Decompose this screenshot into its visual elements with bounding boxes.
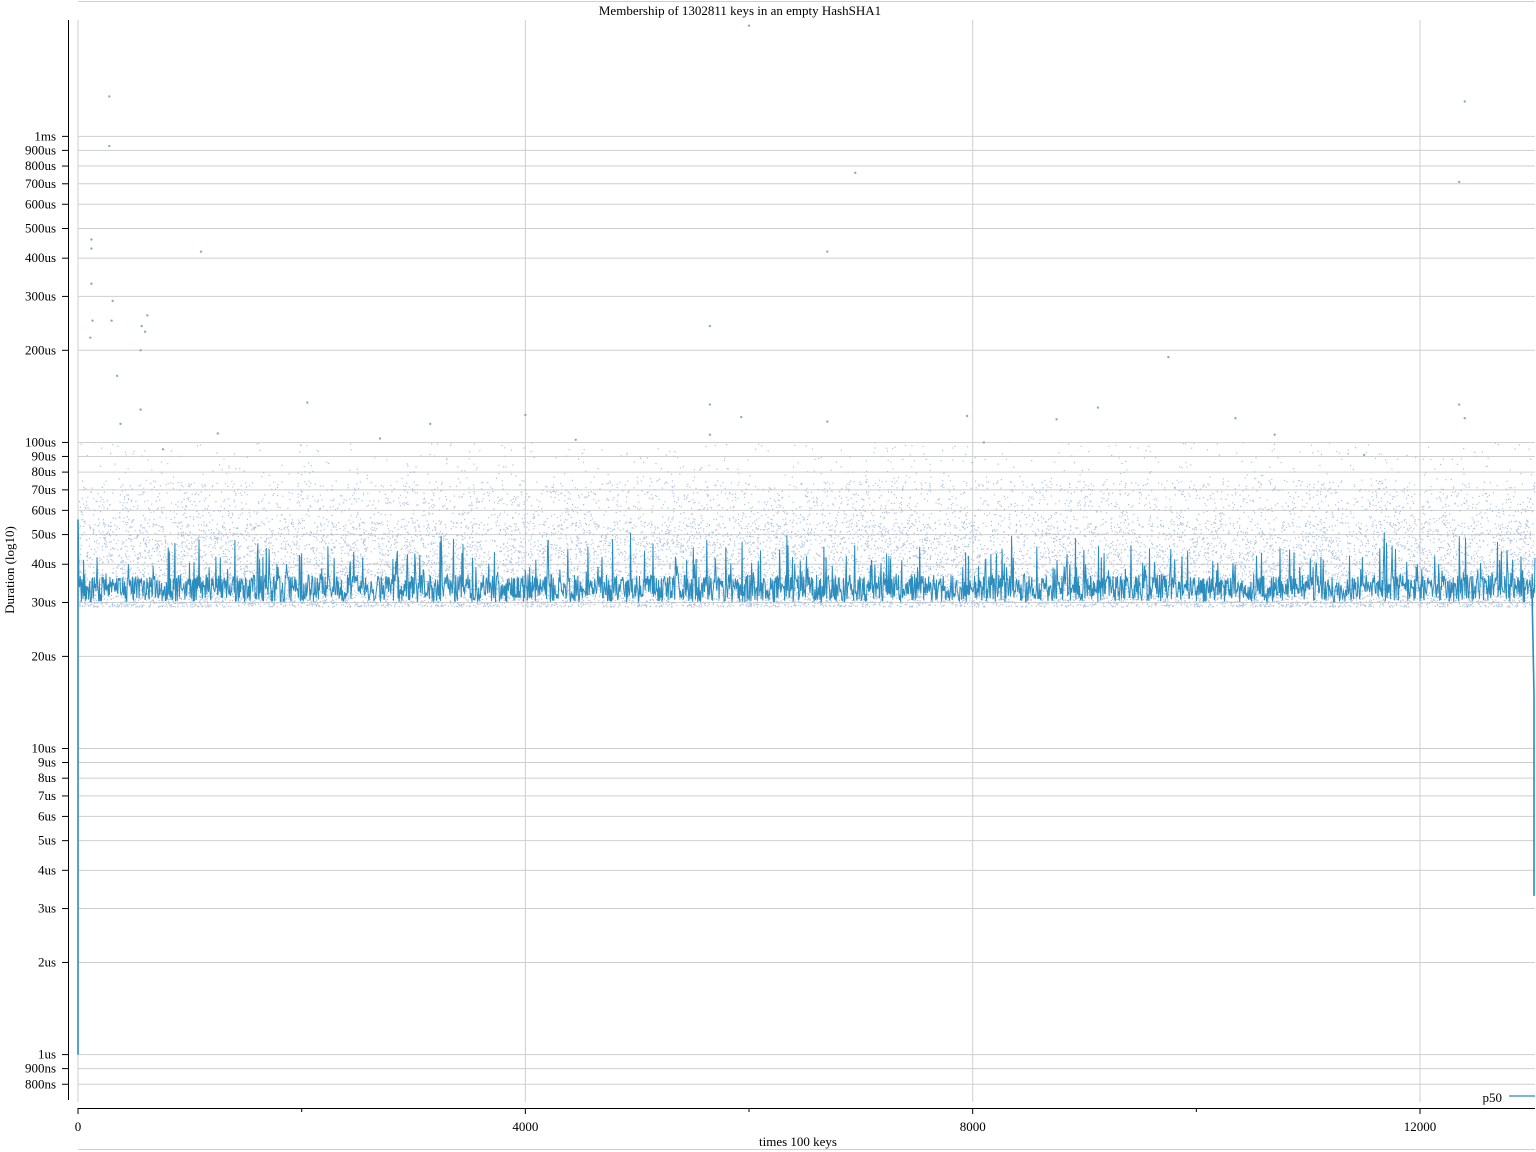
outlier-point bbox=[199, 250, 203, 253]
x-tick-label: 4000 bbox=[512, 1119, 538, 1134]
outlier-point bbox=[708, 324, 712, 328]
outlier-point bbox=[1273, 433, 1276, 436]
outlier-point bbox=[965, 414, 969, 418]
outlier-point bbox=[1362, 453, 1366, 457]
legend-label-p50: p50 bbox=[1483, 1090, 1503, 1105]
outlier-point bbox=[854, 171, 857, 175]
outlier-point bbox=[574, 438, 577, 442]
axes bbox=[62, 20, 1535, 1114]
outlier-point bbox=[747, 24, 751, 27]
y-tick-label: 900ns bbox=[25, 1061, 56, 1076]
y-tick-label: 100us bbox=[25, 434, 56, 449]
y-tick-label: 60us bbox=[31, 502, 56, 517]
legend: p50 bbox=[1483, 1090, 1535, 1105]
outlier-point bbox=[1457, 403, 1461, 406]
y-tick-label: 400us bbox=[25, 250, 56, 265]
outlier-point bbox=[1457, 180, 1461, 184]
x-tick-label: 0 bbox=[75, 1119, 82, 1134]
outlier-point bbox=[429, 422, 432, 426]
x-tick-label: 12000 bbox=[1404, 1119, 1437, 1134]
y-tick-label: 5us bbox=[38, 833, 56, 848]
outlier-point bbox=[739, 415, 743, 419]
outlier-point bbox=[110, 319, 113, 322]
outlier-point bbox=[524, 413, 527, 417]
outlier-point bbox=[1055, 418, 1058, 421]
outlier-point bbox=[216, 432, 219, 435]
y-tick-label: 3us bbox=[38, 901, 56, 916]
outlier-point bbox=[139, 349, 142, 352]
y-axis-label: Duration (log10) bbox=[2, 526, 17, 614]
y-tick-label: 800ns bbox=[25, 1076, 56, 1091]
outlier-point bbox=[1463, 417, 1466, 420]
outlier-point bbox=[91, 319, 94, 322]
y-tick-label: 50us bbox=[31, 527, 56, 542]
y-tick-label: 20us bbox=[31, 648, 56, 663]
y-tick-label: 90us bbox=[31, 448, 56, 463]
p50-series bbox=[77, 519, 1536, 1055]
x-axis-label: times 100 keys bbox=[759, 1134, 837, 1149]
outlier-point bbox=[90, 282, 93, 285]
outlier-point bbox=[826, 420, 829, 423]
p50-end-drop bbox=[1531, 589, 1535, 896]
p50-line bbox=[77, 532, 1536, 604]
outlier-point bbox=[115, 374, 119, 378]
y-tick-label: 4us bbox=[38, 862, 56, 877]
y-tick-label: 200us bbox=[25, 342, 56, 357]
y-tick-label: 30us bbox=[31, 594, 56, 609]
outlier-point bbox=[982, 441, 986, 444]
outlier-point bbox=[1234, 417, 1237, 420]
y-tick-label: 8us bbox=[38, 770, 56, 785]
scatter-points bbox=[78, 24, 1536, 608]
y-tick-label: 40us bbox=[31, 556, 56, 571]
y-tick-label: 900us bbox=[25, 142, 56, 157]
outlier-point bbox=[826, 250, 829, 253]
outlier-point bbox=[89, 336, 92, 339]
y-tick-label: 800us bbox=[25, 158, 56, 173]
y-tick-label: 600us bbox=[25, 196, 56, 211]
y-tick-label: 9us bbox=[38, 755, 56, 770]
outlier-point bbox=[1463, 100, 1466, 103]
y-tick-label: 10us bbox=[31, 741, 56, 756]
outlier-point bbox=[90, 238, 93, 241]
outlier-point bbox=[111, 299, 114, 303]
outlier-point bbox=[378, 437, 382, 440]
y-tick-label: 1ms bbox=[34, 128, 56, 143]
outlier-point bbox=[140, 324, 143, 328]
outlier-point bbox=[119, 422, 122, 426]
y-tick-label: 300us bbox=[25, 288, 56, 303]
y-tick-label: 80us bbox=[31, 464, 56, 479]
y-tick-label: 70us bbox=[31, 482, 56, 497]
y-tick-label: 700us bbox=[25, 176, 56, 191]
x-tick-label: 8000 bbox=[960, 1119, 986, 1134]
y-tick-label: 2us bbox=[38, 954, 56, 969]
y-tick-label: 500us bbox=[25, 221, 56, 236]
outlier-point bbox=[306, 401, 309, 404]
chart-title: Membership of 1302811 keys in an empty H… bbox=[599, 3, 881, 18]
outlier-point bbox=[108, 95, 111, 98]
p50-start bbox=[77, 519, 80, 1055]
outlier-point bbox=[90, 247, 93, 250]
outlier-point bbox=[161, 448, 165, 451]
outlier-point bbox=[1167, 355, 1170, 359]
outlier-point bbox=[143, 330, 147, 333]
outlier-point bbox=[139, 408, 142, 411]
outlier-point bbox=[1096, 406, 1100, 409]
y-tick-label: 6us bbox=[38, 808, 56, 823]
y-tick-label: 1us bbox=[38, 1047, 56, 1062]
outlier-point bbox=[708, 403, 712, 406]
y-tick-label: 7us bbox=[38, 788, 56, 803]
outlier-point bbox=[708, 433, 712, 436]
outlier-point bbox=[108, 144, 111, 148]
outlier-point bbox=[146, 314, 149, 317]
